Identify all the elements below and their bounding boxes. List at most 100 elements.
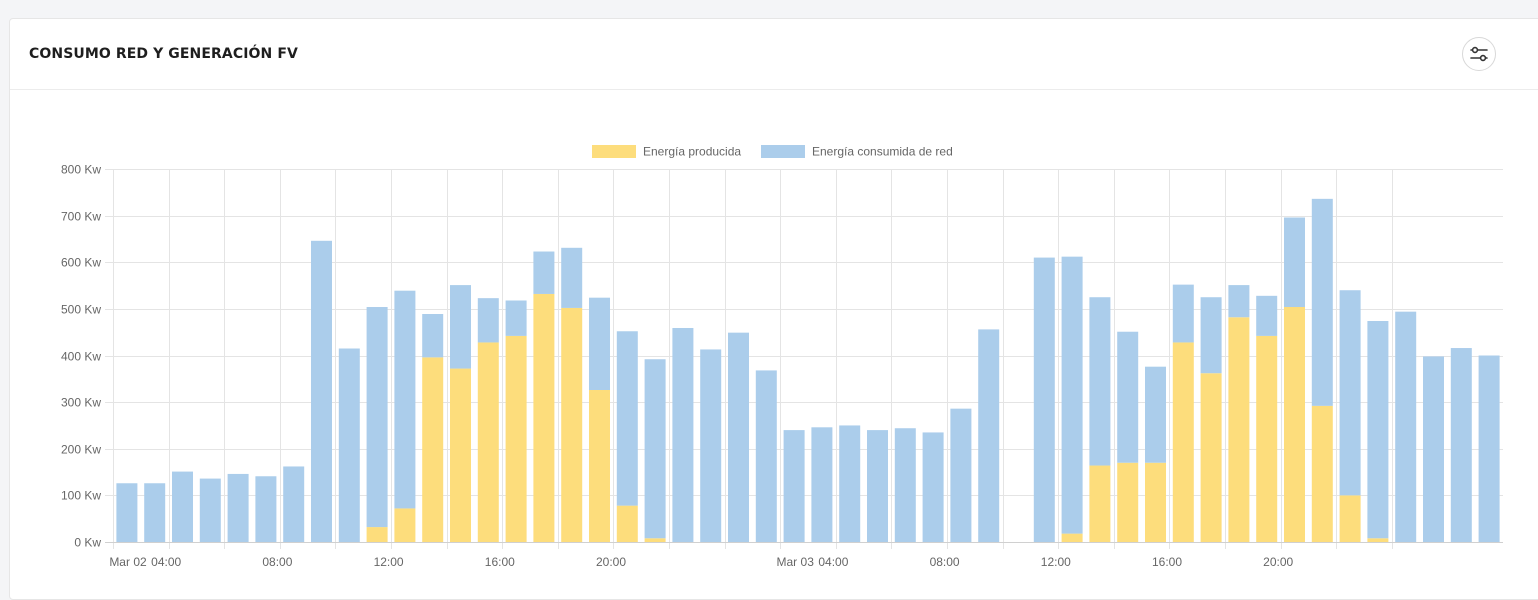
bar-consumed[interactable] [1033, 257, 1055, 542]
bar-consumed[interactable] [311, 240, 332, 543]
bar-produced[interactable] [1311, 405, 1333, 542]
chart-settings-button[interactable] [1462, 37, 1496, 71]
x-tick-label: 16:00 [485, 555, 515, 569]
bar-consumed[interactable] [644, 359, 666, 539]
y-tick-label: 200 Kw [61, 443, 101, 457]
bar-consumed[interactable] [1256, 295, 1278, 336]
card-header: CONSUMO RED Y GENERACIÓN FV [10, 19, 1538, 90]
card-title: CONSUMO RED Y GENERACIÓN FV [29, 46, 298, 62]
x-tick-label: 20:00 [1263, 555, 1293, 569]
legend-swatch-produced[interactable] [592, 145, 636, 158]
y-tick-label: 300 Kw [61, 396, 101, 410]
x-tick-label: 04:00 [151, 555, 181, 569]
bar-consumed[interactable] [1284, 217, 1305, 308]
bar-consumed[interactable] [199, 478, 221, 542]
bar-consumed[interactable] [1478, 355, 1500, 543]
bar-consumed[interactable] [561, 247, 583, 308]
bar-consumed[interactable] [227, 473, 249, 542]
bar-consumed[interactable] [1172, 284, 1194, 343]
bar-produced[interactable] [1061, 533, 1083, 542]
bar-produced[interactable] [644, 538, 666, 542]
bar-produced[interactable] [1117, 462, 1139, 542]
y-tick-label: 0 Kw [74, 536, 101, 550]
bar-produced[interactable] [394, 508, 416, 542]
sliders-icon [1470, 46, 1488, 62]
bar-consumed[interactable] [1117, 331, 1139, 463]
bars [116, 198, 1500, 543]
bar-consumed[interactable] [477, 298, 499, 343]
bar-consumed[interactable] [672, 327, 694, 542]
bar-consumed[interactable] [283, 466, 305, 542]
bar-produced[interactable] [561, 307, 583, 542]
bar-produced[interactable] [450, 368, 471, 542]
x-tick-label: 16:00 [1152, 555, 1182, 569]
bar-produced[interactable] [1172, 342, 1194, 542]
y-tick-label: 600 Kw [61, 256, 101, 270]
bar-consumed[interactable] [978, 329, 1000, 542]
bar-consumed[interactable] [255, 476, 277, 542]
bar-produced[interactable] [616, 505, 638, 542]
bar-produced[interactable] [1200, 373, 1222, 542]
bar-consumed[interactable] [505, 300, 527, 336]
bar-consumed[interactable] [144, 483, 166, 542]
bar-consumed[interactable] [867, 430, 888, 542]
bar-produced[interactable] [505, 335, 527, 542]
bar-consumed[interactable] [338, 348, 360, 542]
x-tick-label: Mar 02 [109, 555, 147, 569]
x-tick-label: Mar 03 [777, 555, 815, 569]
bar-consumed[interactable] [1423, 356, 1444, 542]
y-tick-label: 100 Kw [61, 489, 101, 503]
bar-produced[interactable] [1228, 317, 1250, 542]
bar-consumed[interactable] [1450, 348, 1472, 542]
bar-consumed[interactable] [1228, 285, 1250, 318]
bar-produced[interactable] [533, 293, 555, 542]
legend-label-consumed[interactable]: Energía consumida de red [812, 145, 953, 159]
bar-consumed[interactable] [533, 251, 555, 294]
legend-swatch-consumed[interactable] [761, 145, 805, 158]
bar-consumed[interactable] [1311, 198, 1333, 406]
bar-consumed[interactable] [394, 290, 416, 509]
bar-consumed[interactable] [783, 430, 805, 542]
bar-consumed[interactable] [1200, 297, 1222, 374]
bar-consumed[interactable] [450, 285, 471, 369]
axes: 0 Kw 100 Kw 200 Kw 300 Kw 400 Kw 500 Kw 600 Kw… [61, 163, 1503, 569]
bar-produced[interactable] [366, 527, 388, 542]
bar-produced[interactable] [477, 342, 499, 542]
bar-produced[interactable] [1339, 495, 1361, 542]
bar-consumed[interactable] [589, 297, 610, 391]
bar-produced[interactable] [1089, 465, 1111, 542]
bar-consumed[interactable] [1061, 256, 1083, 534]
bar-consumed[interactable] [1089, 297, 1111, 466]
legend[interactable]: Energía producida Energía consumida de re… [592, 145, 953, 159]
bar-consumed[interactable] [1395, 311, 1417, 542]
bar-consumed[interactable] [1339, 290, 1361, 496]
y-tick-label: 400 Kw [61, 350, 101, 364]
legend-label-produced[interactable]: Energía producida [643, 145, 741, 159]
bar-consumed[interactable] [116, 483, 138, 542]
x-tick-label: 08:00 [930, 555, 960, 569]
x-tick-label: 08:00 [262, 555, 292, 569]
bar-consumed[interactable] [950, 408, 972, 542]
bar-produced[interactable] [589, 390, 610, 542]
bar-consumed[interactable] [422, 314, 444, 358]
bar-produced[interactable] [1256, 335, 1278, 542]
bar-consumed[interactable] [172, 471, 193, 542]
bar-produced[interactable] [1284, 307, 1305, 542]
bar-produced[interactable] [1367, 538, 1389, 542]
bar-consumed[interactable] [616, 331, 638, 506]
bar-consumed[interactable] [366, 307, 388, 528]
bar-consumed[interactable] [811, 427, 833, 542]
bar-consumed[interactable] [894, 428, 916, 542]
bar-produced[interactable] [1145, 462, 1166, 542]
bar-produced[interactable] [422, 357, 444, 542]
x-tick-label: 20:00 [596, 555, 626, 569]
bar-consumed[interactable] [922, 432, 944, 542]
bar-consumed[interactable] [1145, 366, 1166, 463]
bar-consumed[interactable] [728, 332, 749, 542]
y-tick-label: 700 Kw [61, 210, 101, 224]
bar-consumed[interactable] [755, 370, 777, 542]
bar-consumed[interactable] [1367, 320, 1389, 539]
y-tick-label: 800 Kw [61, 163, 101, 177]
bar-consumed[interactable] [839, 425, 861, 542]
bar-consumed[interactable] [700, 349, 722, 542]
